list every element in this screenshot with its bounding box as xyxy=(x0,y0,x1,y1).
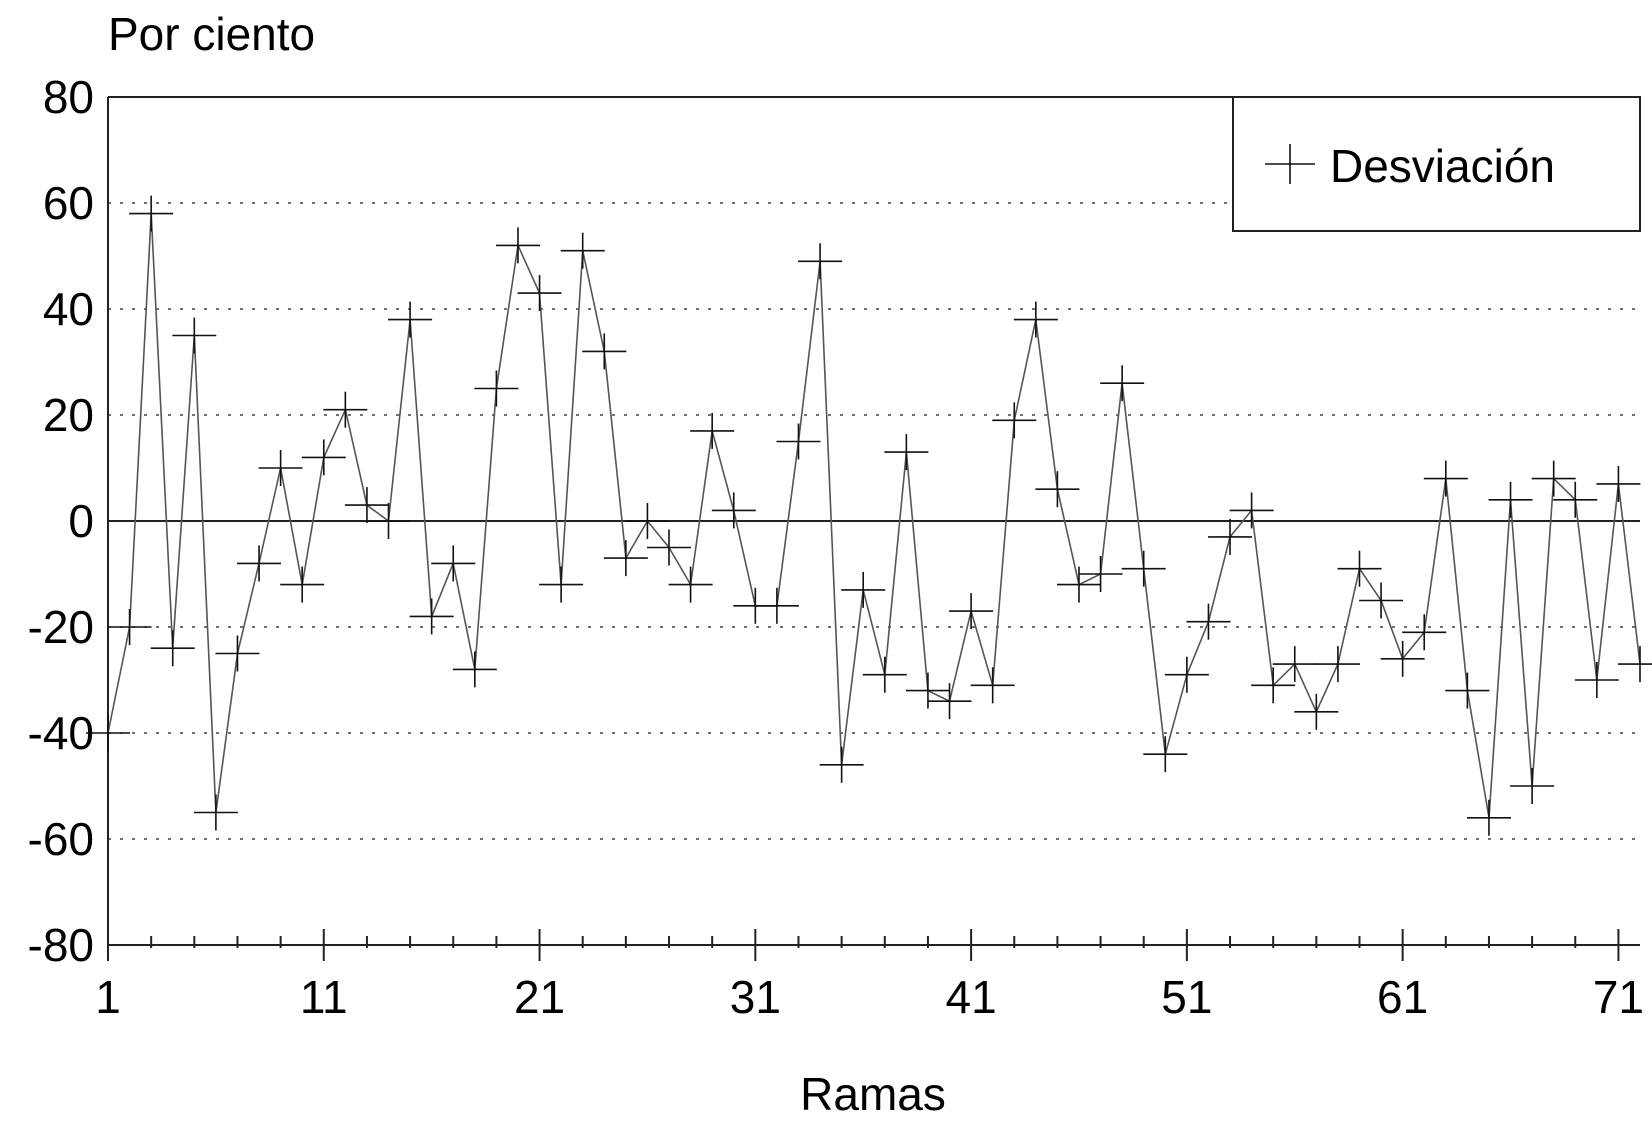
y-tick-label: -40 xyxy=(28,707,94,759)
y-tick-label: -20 xyxy=(28,601,94,653)
data-point-marker xyxy=(1056,566,1101,603)
series-desviacion xyxy=(86,195,1652,836)
y-tick-label: 60 xyxy=(43,177,94,229)
x-tick-label: 71 xyxy=(1593,971,1644,1023)
x-tick-label: 61 xyxy=(1377,971,1428,1023)
data-point-marker xyxy=(215,635,260,672)
x-tick-label: 31 xyxy=(730,971,781,1023)
data-point-marker xyxy=(86,715,130,751)
data-point-marker xyxy=(1272,646,1317,683)
data-point-marker xyxy=(1574,662,1619,698)
data-point-marker xyxy=(1186,603,1231,640)
data-point-marker xyxy=(927,683,972,720)
y-tick-label: 40 xyxy=(43,283,94,335)
data-point-marker xyxy=(1423,460,1468,497)
data-point-marker xyxy=(193,794,238,831)
data-point-marker xyxy=(172,317,217,354)
data-point-marker xyxy=(1143,736,1188,773)
data-point-marker xyxy=(776,423,821,460)
data-point-marker xyxy=(409,598,454,635)
y-tick-label: -80 xyxy=(28,919,94,971)
x-tick-label: 21 xyxy=(514,971,565,1023)
data-point-marker xyxy=(1229,492,1274,529)
data-point-marker xyxy=(1488,481,1533,518)
data-point-marker xyxy=(539,566,584,603)
data-point-marker xyxy=(862,656,907,693)
data-point-marker xyxy=(754,587,799,624)
data-point-marker xyxy=(301,439,346,476)
x-tick-label: 51 xyxy=(1161,971,1212,1023)
data-point-marker xyxy=(711,492,756,529)
x-tick-label: 41 xyxy=(946,971,997,1023)
data-point-marker xyxy=(129,195,174,232)
x-tick-label: 11 xyxy=(300,971,348,1023)
data-point-marker xyxy=(582,333,627,370)
data-point-marker xyxy=(668,566,713,603)
y-tick-label: 0 xyxy=(68,495,94,547)
data-point-marker xyxy=(949,593,994,630)
data-point-marker xyxy=(1164,656,1209,693)
data-point-marker xyxy=(452,651,497,688)
data-point-marker xyxy=(474,370,519,407)
data-point-marker xyxy=(1596,465,1641,502)
data-point-marker xyxy=(625,503,670,539)
y-tick-label: 20 xyxy=(43,389,94,441)
data-point-marker xyxy=(388,301,433,338)
data-point-marker xyxy=(1100,365,1145,402)
data-point-marker xyxy=(1121,550,1166,587)
data-point-marker xyxy=(1531,460,1576,497)
data-point-marker xyxy=(1315,646,1360,683)
data-point-marker xyxy=(1466,799,1511,836)
data-point-marker xyxy=(970,667,1015,704)
data-point-marker xyxy=(1251,667,1296,704)
data-point-marker xyxy=(258,450,303,486)
data-point-marker xyxy=(1359,582,1404,619)
data-point-marker xyxy=(431,545,476,582)
y-tick-label: 80 xyxy=(43,71,94,123)
data-point-marker xyxy=(517,275,562,312)
data-point-marker xyxy=(841,571,886,608)
data-point-marker xyxy=(495,227,540,264)
data-point-marker xyxy=(798,243,843,280)
data-point-marker xyxy=(280,566,325,603)
data-point-marker xyxy=(1337,550,1382,587)
data-point-marker xyxy=(905,672,950,709)
data-point-marker xyxy=(150,630,195,667)
data-point-marker xyxy=(1294,693,1339,730)
data-point-marker xyxy=(323,391,368,428)
data-point-marker xyxy=(1078,556,1123,592)
data-point-marker xyxy=(1013,301,1058,338)
data-point-marker xyxy=(560,232,605,269)
data-point-marker xyxy=(1035,471,1080,508)
legend-label: Desviación xyxy=(1330,140,1555,192)
data-point-marker xyxy=(1553,481,1598,518)
data-point-marker xyxy=(1402,614,1447,651)
data-point-marker xyxy=(992,402,1037,439)
data-point-marker xyxy=(690,412,735,449)
data-point-marker xyxy=(1208,518,1253,555)
legend: Desviación xyxy=(1232,96,1641,232)
data-point-marker xyxy=(647,529,692,566)
data-point-marker xyxy=(819,746,864,783)
series-line xyxy=(107,213,1641,818)
data-point-marker xyxy=(237,545,282,582)
data-point-marker xyxy=(1380,640,1425,677)
data-point-marker xyxy=(1618,646,1652,683)
data-point-marker xyxy=(107,609,152,645)
data-point-marker xyxy=(884,434,929,471)
data-point-marker xyxy=(344,487,389,524)
data-point-marker xyxy=(366,503,411,539)
y-axis-title: Por ciento xyxy=(108,8,315,60)
x-tick-label: 1 xyxy=(95,971,121,1023)
data-point-marker xyxy=(603,540,648,577)
y-tick-label: -60 xyxy=(28,813,94,865)
x-axis-title: Ramas xyxy=(800,1068,946,1118)
data-point-marker xyxy=(1510,768,1555,804)
data-point-marker xyxy=(1445,672,1490,709)
